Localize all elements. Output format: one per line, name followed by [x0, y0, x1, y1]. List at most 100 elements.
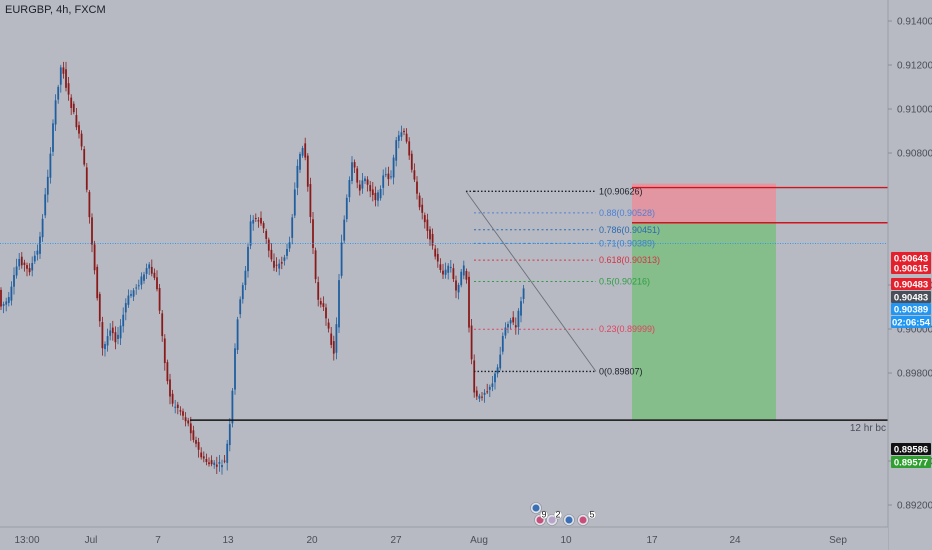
time-tick-label: 7 [155, 535, 161, 546]
candle-body [332, 341, 335, 354]
candle-body [314, 250, 317, 280]
stop-loss-zone[interactable] [632, 183, 776, 223]
event-count-badge [553, 510, 563, 520]
candle-body [41, 218, 44, 238]
price-tag [891, 303, 931, 315]
candle-body [299, 153, 301, 170]
event-count-badge [587, 510, 597, 520]
candle-body [244, 270, 247, 286]
candle-body [374, 192, 377, 201]
candle-body [379, 188, 382, 199]
time-tick-label: Jul [85, 535, 98, 546]
price-tag-value: 0.89577 [894, 458, 928, 469]
candle-body [288, 242, 291, 249]
candle-body [449, 266, 452, 269]
candle-body [410, 153, 413, 170]
event-badge[interactable] [530, 502, 542, 514]
candle-body [96, 266, 99, 299]
candle-body [364, 178, 366, 182]
candle-body [189, 423, 192, 434]
candle-body [509, 320, 512, 324]
candle-body [421, 204, 424, 213]
candle-body [436, 253, 439, 262]
candle-body [491, 383, 494, 387]
candle-body [517, 310, 520, 328]
candle-body [249, 221, 252, 246]
candle-body [522, 288, 525, 299]
candle-body [273, 260, 275, 268]
price-tag [891, 262, 931, 274]
price-tick-label: 0.91200 [897, 61, 932, 72]
candle-body [75, 115, 78, 128]
fib-trend-line[interactable] [465, 191, 597, 372]
candle-body [197, 441, 200, 450]
candle-body [226, 443, 229, 463]
candle-body [278, 263, 281, 269]
event-badge[interactable] [577, 514, 589, 526]
price-tick-label: 0.90000 [897, 325, 932, 336]
candle-body [468, 276, 470, 328]
candle-body [67, 83, 70, 95]
event-count: 9 [541, 510, 546, 520]
candle-body [366, 179, 369, 185]
take-profit-zone[interactable] [632, 222, 776, 421]
candle-body [257, 220, 260, 222]
candle-body [26, 265, 28, 269]
candle-body [520, 301, 522, 316]
fib-level-label: 1(0.90626) [599, 186, 643, 196]
time-tick-label: Aug [470, 535, 488, 546]
support-line-annotation: 12 hr bc [850, 423, 886, 434]
candle-body [496, 367, 499, 374]
candle-body [117, 334, 119, 339]
candle-body [494, 373, 496, 383]
candle-body [54, 100, 57, 125]
candle-body [499, 354, 502, 369]
flag-icon [579, 516, 587, 524]
candle-body [512, 317, 515, 323]
candle-body [270, 249, 273, 260]
candle-body [122, 314, 125, 327]
candle-body [119, 325, 122, 339]
candle-body [18, 259, 21, 267]
candle-body [59, 67, 62, 85]
candle-body [179, 410, 182, 412]
candle-body [304, 143, 307, 158]
candle-body [101, 322, 104, 349]
candle-body [504, 327, 507, 336]
price-tag-value: 0.90643 [894, 254, 928, 265]
candle-body [442, 270, 444, 275]
time-tick-label: 27 [390, 535, 402, 546]
candle-body [403, 130, 405, 133]
time-tick-label: 10 [560, 535, 572, 546]
price-tag-value: 0.90615 [894, 264, 929, 275]
candle-body [369, 185, 372, 192]
candle-body [28, 268, 31, 273]
candle-body [5, 301, 8, 305]
candle-body [65, 69, 67, 88]
event-badge[interactable] [546, 514, 558, 526]
price-tick-label: 0.91400 [897, 17, 932, 28]
candle-body [319, 301, 322, 305]
candle-body [434, 248, 437, 257]
candle-body [109, 330, 112, 336]
price-tick-label: 0.89800 [897, 369, 932, 380]
candle-body [148, 264, 151, 269]
price-tag-value: 0.90389 [894, 305, 928, 316]
candle-body [98, 294, 101, 322]
candle-body [10, 286, 13, 301]
fib-level-label: 0.618(0.90313) [599, 255, 660, 265]
candle-body [31, 263, 34, 271]
candle-body [20, 256, 23, 266]
candle-body [514, 325, 517, 328]
price-tag-value: 0.89586 [894, 445, 928, 456]
candle-body [325, 307, 327, 319]
candle-body [338, 280, 340, 328]
time-axis[interactable] [0, 527, 888, 550]
event-badge[interactable] [563, 514, 575, 526]
time-tick-label: 20 [306, 535, 318, 546]
event-count: 5 [589, 510, 594, 520]
candle-body [358, 184, 361, 191]
candle-body [72, 103, 75, 113]
